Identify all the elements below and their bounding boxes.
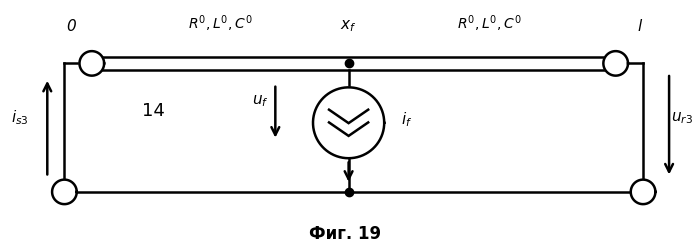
Text: $l$: $l$ bbox=[636, 18, 643, 34]
Polygon shape bbox=[631, 180, 655, 204]
Polygon shape bbox=[604, 51, 628, 76]
Polygon shape bbox=[52, 180, 77, 204]
Text: $R^0, L^0, C^0$: $R^0, L^0, C^0$ bbox=[187, 13, 252, 34]
Text: $x_f$: $x_f$ bbox=[340, 18, 357, 34]
Text: 0: 0 bbox=[66, 19, 76, 34]
Polygon shape bbox=[79, 51, 104, 76]
Bar bbox=[95, 57, 612, 70]
Polygon shape bbox=[313, 87, 384, 158]
Text: Фиг. 19: Фиг. 19 bbox=[309, 225, 381, 243]
Text: $u_f$: $u_f$ bbox=[252, 94, 268, 109]
Text: $i_f$: $i_f$ bbox=[401, 110, 413, 129]
Text: $u_{r3}$: $u_{r3}$ bbox=[671, 110, 693, 126]
Text: 14: 14 bbox=[142, 102, 165, 120]
Text: $R^0, L^0, C^0$: $R^0, L^0, C^0$ bbox=[457, 13, 521, 34]
Text: $i_{s3}$: $i_{s3}$ bbox=[11, 109, 29, 127]
